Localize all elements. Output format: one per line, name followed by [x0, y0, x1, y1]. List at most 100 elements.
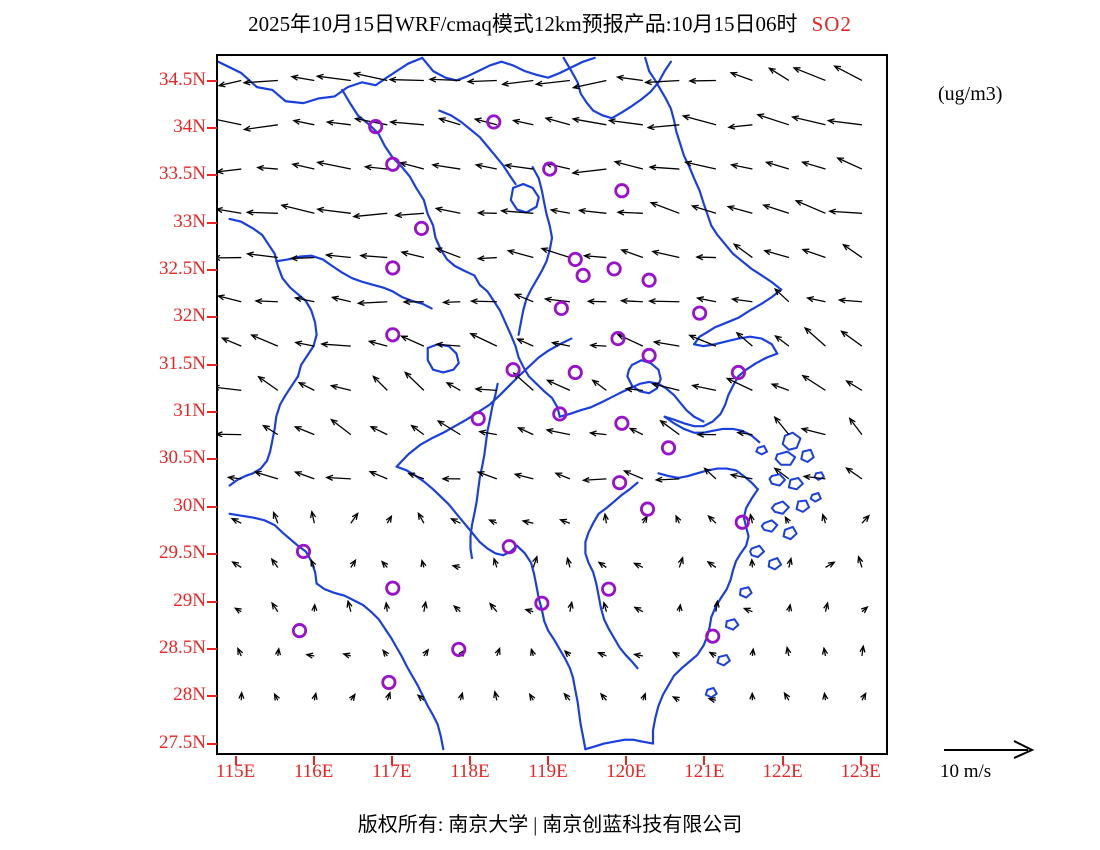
station-marker[interactable] [639, 501, 656, 517]
wind-arrow [586, 298, 607, 305]
wind-arrow [469, 298, 497, 305]
station-marker[interactable] [542, 161, 558, 177]
wind-arrow [218, 431, 242, 438]
station-marker[interactable] [552, 406, 568, 422]
wind-arrow [681, 114, 717, 126]
y-axis-tick-label: 30N [173, 494, 206, 516]
wind-arrow [845, 467, 863, 480]
wind-arrow [437, 117, 461, 126]
wind-arrow [220, 337, 242, 347]
station-marker[interactable] [705, 628, 721, 644]
wind-arrow [346, 599, 353, 612]
wind-arrow [749, 691, 756, 701]
wind-arrow [388, 119, 424, 126]
station-marker[interactable] [451, 641, 467, 657]
wind-arrow [802, 473, 826, 481]
wind-arrow [231, 561, 242, 569]
station-marker[interactable] [575, 267, 591, 283]
station-marker[interactable] [660, 440, 677, 456]
station-marker[interactable] [385, 260, 401, 276]
x-axis-tick-mark [312, 756, 315, 765]
station-marker[interactable] [291, 623, 308, 639]
station-marker[interactable] [470, 411, 486, 427]
y-axis-tick-mark [207, 221, 217, 224]
wind-arrow [420, 558, 427, 568]
wind-arrow [840, 330, 863, 347]
station-marker[interactable] [486, 114, 502, 130]
station-marker[interactable] [385, 327, 401, 343]
wind-arrow [726, 205, 753, 214]
station-marker[interactable] [368, 119, 384, 135]
wind-arrow [416, 694, 425, 702]
station-marker[interactable] [601, 581, 617, 597]
station-marker[interactable] [641, 347, 657, 364]
wind-arrow [821, 512, 828, 524]
wind-arrow [571, 116, 607, 126]
station-marker[interactable] [534, 595, 550, 611]
wind-arrow [563, 692, 571, 701]
y-axis-tick-mark [207, 363, 217, 366]
map-plot-area[interactable] [216, 54, 888, 755]
wind-arrow [529, 647, 537, 657]
wind-arrow [640, 692, 647, 701]
wind-arrow [695, 254, 716, 261]
station-marker[interactable] [567, 251, 583, 267]
wind-arrow [367, 339, 388, 347]
wind-arrow [253, 470, 279, 480]
y-axis-tick-mark [207, 553, 217, 556]
y-axis-tick-mark [207, 126, 217, 129]
station-marker[interactable] [641, 272, 657, 288]
station-marker[interactable] [295, 543, 312, 560]
y-axis-tick-mark [207, 316, 217, 319]
wind-arrow [671, 696, 680, 703]
station-marker[interactable] [612, 475, 628, 491]
wind-arrow [613, 160, 644, 170]
wind-arrow [506, 249, 534, 259]
wind-arrow [544, 116, 571, 126]
wind-arrow [293, 471, 315, 480]
wind-arrow [591, 379, 607, 391]
station-marker[interactable] [501, 539, 517, 555]
wind-arrow [325, 474, 351, 481]
y-axis-tick-label: 33N [173, 210, 206, 232]
wind-arrow [588, 430, 607, 437]
station-marker[interactable] [505, 362, 521, 378]
station-marker[interactable] [614, 415, 630, 431]
station-marker[interactable] [553, 300, 569, 317]
station-marker[interactable] [567, 364, 583, 381]
wind-arrow [403, 371, 425, 391]
wind-arrow [218, 254, 242, 262]
station-marker[interactable] [413, 220, 430, 236]
station-marker[interactable] [692, 305, 708, 321]
wind-arrow [499, 208, 534, 215]
wind-arrow [329, 383, 351, 392]
wind-arrow [273, 692, 280, 701]
wind-arrow [632, 562, 644, 569]
station-marker[interactable] [606, 261, 622, 277]
wind-arrow [494, 646, 501, 657]
wind-arrow [474, 162, 497, 170]
wind-arrow [801, 374, 826, 391]
wind-arrow [305, 652, 315, 659]
wind-arrow [310, 558, 317, 568]
wind-arrow [521, 519, 534, 526]
wind-arrow [833, 65, 863, 82]
station-marker[interactable] [385, 580, 401, 596]
x-axis-tick-label: 120E [606, 761, 647, 782]
wind-arrow [469, 332, 498, 347]
wind-arrow [388, 76, 424, 83]
wind-arrow [445, 382, 461, 391]
station-marker[interactable] [381, 674, 397, 690]
station-marker[interactable] [734, 514, 750, 530]
wind-arrow [707, 696, 717, 704]
station-marker[interactable] [385, 156, 401, 172]
wind-arrow [515, 338, 534, 347]
x-axis-tick-mark [390, 756, 393, 765]
wind-arrow [218, 207, 242, 214]
station-marker[interactable] [614, 183, 630, 199]
station-marker[interactable] [610, 331, 626, 347]
wind-arrow [274, 647, 282, 657]
wind-arrow [218, 294, 242, 303]
station-marker[interactable] [730, 364, 746, 381]
wind-arrow [398, 161, 425, 170]
